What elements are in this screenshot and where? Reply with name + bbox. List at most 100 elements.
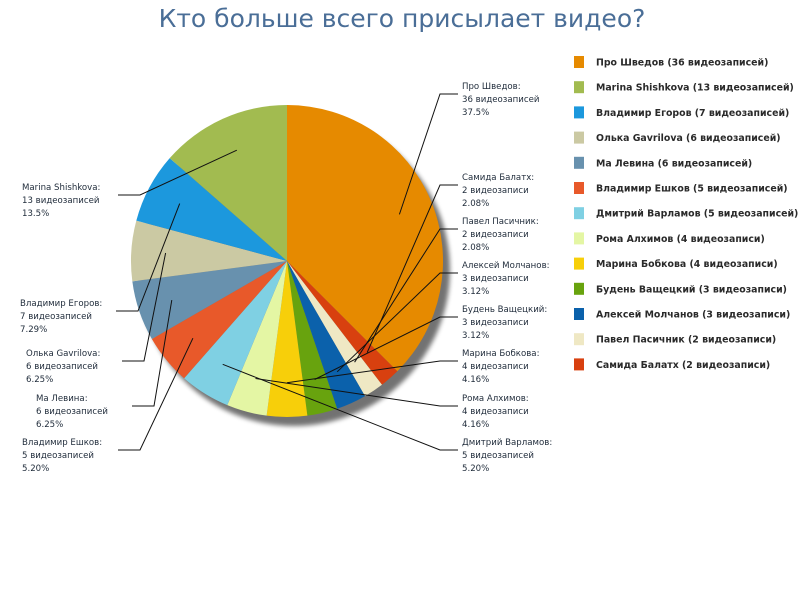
slice-label-дмитрий-варламов: Дмитрий Варламов: 5 видеозаписей 5.20% — [462, 438, 552, 474]
slice-label-count: 3 видеозаписи — [462, 318, 529, 328]
slice-label-олька-gavrilova: Олька Gavrilova: 6 видеозаписей 6.25% — [26, 349, 100, 385]
leader-line-алексей-молчанов — [336, 272, 458, 373]
legend-swatch — [574, 358, 584, 371]
legend-item-владимир-егоров: Владимир Егоров (7 видеозаписей) — [574, 106, 789, 119]
slice-label-name: Про Шведов: — [462, 82, 521, 92]
legend-label: Marina Shishkova (13 видеозаписей) — [596, 83, 794, 94]
leader-line-ма-левина — [132, 300, 173, 407]
leader-line-рома-алхимов — [255, 378, 458, 407]
slice-label-name: Ма Левина: — [36, 394, 88, 404]
slice-label-павел-пасичник: Павел Пасичник: 2 видеозаписи 2.08% — [462, 217, 539, 253]
slice-label-count: 13 видеозаписей — [22, 196, 99, 206]
pie-slices — [130, 104, 444, 418]
slice-label-count: 4 видеозаписи — [462, 407, 529, 417]
pie-slice-владимир-егоров — [136, 158, 287, 261]
legend-label: Владимир Ешков (5 видеозаписей) — [596, 184, 788, 195]
legend-item-алексей-молчанов: Алексей Молчанов (3 видеозаписи) — [574, 308, 790, 321]
leader-line-дмитрий-варламов — [222, 363, 458, 451]
legend-item-marina-shishkova: Marina Shishkova (13 видеозаписей) — [574, 81, 794, 94]
legend-swatch — [574, 156, 584, 169]
slice-label-percent: 13.5% — [22, 209, 49, 219]
slice-label-percent: 3.12% — [462, 331, 489, 341]
legend-label: Самида Балатх (2 видеозаписи) — [596, 360, 770, 371]
legend-swatch — [574, 282, 584, 295]
slice-label-name: Будень Ващецкий: — [462, 305, 547, 315]
slice-label-name: Павел Пасичник: — [462, 217, 539, 227]
slice-label-name: Алексей Молчанов: — [462, 261, 550, 271]
slice-label-percent: 7.29% — [20, 325, 47, 335]
legend-item-олька-gavrilova: Олька Gavrilova (6 видеозаписей) — [574, 131, 781, 144]
legend-label: Алексей Молчанов (3 видеозаписи) — [596, 310, 790, 321]
slice-label-name: Дмитрий Варламов: — [462, 438, 552, 448]
slice-label-name: Олька Gavrilova: — [26, 349, 100, 359]
legend-swatch — [574, 56, 584, 68]
leader-line-будень-ващецкий — [314, 316, 458, 380]
leader-line-владимир-ешков — [118, 337, 194, 451]
legend-item-ма-левина: Ма Левина (6 видеозаписей) — [574, 156, 752, 169]
legend-item-дмитрий-варламов: Дмитрий Варламов (5 видеозаписей) — [574, 207, 798, 220]
legend-item-самида-балатх: Самида Балатх (2 видеозаписи) — [574, 358, 770, 371]
legend-swatch — [574, 308, 584, 320]
slice-label-count: 6 видеозаписей — [36, 407, 108, 417]
pie-slice-дмитрий-варламов — [184, 261, 287, 406]
slice-label-name: Marina Shishkova: — [22, 183, 100, 193]
slice-label-про-шведов: Про Шведов: 36 видеозаписей 37.5% — [462, 82, 539, 118]
legend: Про Шведов (36 видеозаписей) Marina Shish… — [574, 56, 798, 371]
pie-slice-ма-левина — [132, 261, 287, 339]
slice-label-владимир-егоров: Владимир Егоров: 7 видеозаписей 7.29% — [20, 299, 102, 335]
slice-label-percent: 37.5% — [462, 108, 489, 118]
legend-label: Будень Ващецкий (3 видеозаписи) — [596, 284, 787, 295]
slice-label-percent: 3.12% — [462, 287, 489, 297]
slice-label-percent: 4.16% — [462, 420, 489, 430]
slice-label-count: 36 видеозаписей — [462, 95, 539, 105]
slice-label-percent: 4.16% — [462, 375, 489, 385]
legend-swatch — [574, 232, 584, 245]
chart-title: Кто больше всего присылает видео? — [158, 4, 646, 33]
legend-item-павел-пасичник: Павел Пасичник (2 видеозаписи) — [574, 333, 776, 346]
slice-label-name: Владимир Ешков: — [22, 438, 102, 448]
leader-line-marina-shishkova — [118, 149, 238, 196]
legend-item-будень-ващецкий: Будень Ващецкий (3 видеозаписи) — [574, 282, 787, 295]
leader-line-олька-gavrilova — [122, 252, 167, 362]
slice-label-percent: 6.25% — [36, 420, 63, 430]
slice-label-алексей-молчанов: Алексей Молчанов: 3 видеозаписи 3.12% — [462, 261, 550, 297]
pie-slice-алексей-молчанов — [287, 261, 365, 409]
slice-label-percent: 5.20% — [462, 464, 489, 474]
leader-line-владимир-егоров — [116, 203, 181, 312]
pie-slice-рома-алхимов — [227, 261, 287, 416]
legend-label: Олька Gavrilova (6 видеозаписей) — [596, 133, 781, 144]
slice-label-count: 2 видеозаписи — [462, 186, 529, 196]
slice-label-name: Владимир Егоров: — [20, 299, 102, 309]
slice-label-marina-shishkova: Marina Shishkova: 13 видеозаписей 13.5% — [22, 183, 100, 219]
legend-item-владимир-ешков: Владимир Ешков (5 видеозаписей) — [574, 182, 788, 195]
slice-label-count: 6 видеозаписей — [26, 362, 98, 372]
slice-label-name: Самида Балатх: — [462, 173, 534, 183]
legend-swatch — [574, 257, 584, 270]
legend-label: Дмитрий Варламов (5 видеозаписей) — [596, 209, 798, 220]
slice-label-percent: 5.20% — [22, 464, 49, 474]
leader-lines — [116, 93, 458, 451]
slice-label-count: 3 видеозаписи — [462, 274, 529, 284]
slice-label-name: Рома Алхимов: — [462, 394, 529, 404]
legend-swatch — [574, 182, 584, 194]
slice-label-name: Марина Бобкова: — [462, 349, 539, 359]
legend-swatch — [574, 207, 584, 220]
legend-label: Павел Пасичник (2 видеозаписи) — [596, 335, 776, 346]
slice-label-будень-ващецкий: Будень Ващецкий: 3 видеозаписи 3.12% — [462, 305, 547, 341]
slice-label-percent: 6.25% — [26, 375, 53, 385]
pie-slice-олька-gavrilova — [130, 220, 287, 282]
slice-label-самида-балатх: Самида Балатх: 2 видеозаписи 2.08% — [462, 173, 534, 209]
legend-item-рома-алхимов: Рома Алхимов (4 видеозаписи) — [574, 232, 765, 245]
leader-line-павел-пасичник — [354, 228, 458, 363]
legend-label: Марина Бобкова (4 видеозаписи) — [596, 259, 778, 270]
pie-slice-про-шведов — [287, 104, 444, 372]
legend-swatch — [574, 81, 584, 94]
legend-item-про-шведов: Про Шведов (36 видеозаписей) — [574, 56, 768, 69]
pie-slice-марина-бобкова — [266, 261, 308, 418]
legend-label: Владимир Егоров (7 видеозаписей) — [596, 108, 789, 119]
legend-swatch — [574, 131, 584, 144]
slice-label-count: 7 видеозаписей — [20, 312, 92, 322]
slice-label-percent: 2.08% — [462, 199, 489, 209]
leader-line-самида-балатх — [366, 184, 458, 353]
